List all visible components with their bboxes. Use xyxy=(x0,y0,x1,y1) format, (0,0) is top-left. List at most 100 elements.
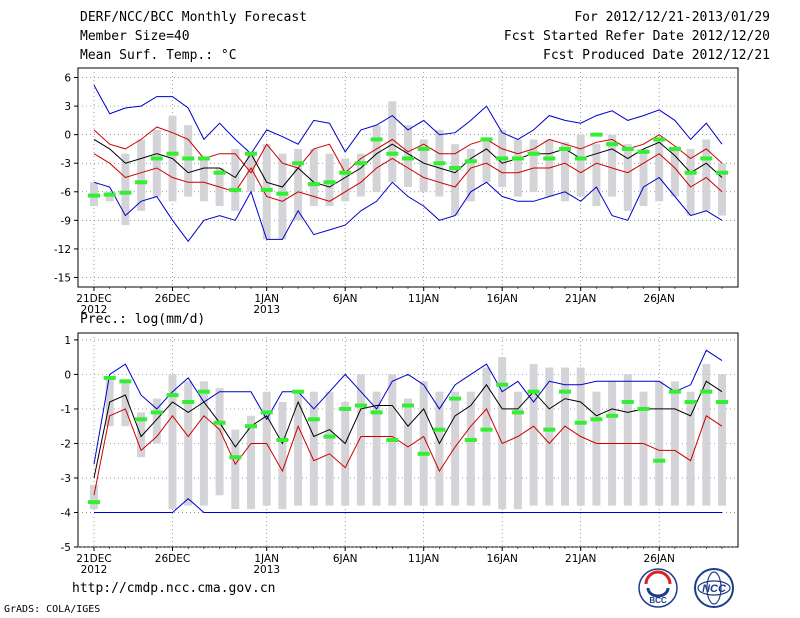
panel1-median-marker xyxy=(292,161,305,166)
bcc-logo-icon: BCC xyxy=(638,568,678,608)
panel1-median-marker xyxy=(637,149,650,154)
panel1-median-marker xyxy=(590,132,603,137)
panel1-box xyxy=(404,125,412,188)
panel2-median-marker xyxy=(245,424,257,429)
panel1-xtick-label: 26JAN xyxy=(644,293,675,305)
panel1-median-marker xyxy=(135,180,148,185)
panel1-box xyxy=(702,139,711,211)
panel2-box xyxy=(545,367,554,506)
panel2-box xyxy=(90,484,98,510)
panel2-median-marker xyxy=(119,379,132,384)
panel1-box xyxy=(639,148,648,207)
panel2-median-marker xyxy=(150,410,163,415)
panel1-median-marker xyxy=(323,180,336,185)
panel2-median-marker xyxy=(292,389,305,394)
panel2-median-marker xyxy=(496,382,509,387)
panel2-box xyxy=(262,391,271,506)
panel2-xtick-label: 1JAN xyxy=(254,553,279,565)
panel2-box xyxy=(655,381,664,506)
panel2-xtick-label: 26DEC xyxy=(155,553,190,565)
panel1-box xyxy=(576,134,585,197)
ncc-logo-text: NCC xyxy=(702,583,727,595)
panel2-box xyxy=(702,364,711,506)
panel2-ytick-label: -3 xyxy=(61,473,71,485)
panel1-box xyxy=(623,144,632,211)
panel1-box xyxy=(482,139,491,183)
panel2-xtick-label: 11JAN xyxy=(408,553,439,565)
grads-credit: GrADS: COLA/IGES xyxy=(4,604,101,615)
panel2-median-marker xyxy=(417,451,430,456)
panel2-median-marker xyxy=(574,420,587,425)
panel2-median-marker xyxy=(88,500,100,505)
panel1-box xyxy=(278,153,287,240)
logos: BCC NCC xyxy=(638,568,734,608)
panel2-median-marker xyxy=(213,420,226,425)
panel1-box xyxy=(184,125,193,197)
panel2-box xyxy=(137,412,146,458)
panel1-median-marker xyxy=(103,192,116,197)
panel1-ytick-label: -12 xyxy=(54,244,71,256)
panel2-median-marker xyxy=(464,438,477,442)
panel2-median-marker xyxy=(621,400,634,405)
panel2-box xyxy=(199,381,208,506)
panel2-box xyxy=(309,391,318,506)
panel1-ytick-label: -9 xyxy=(61,215,71,227)
panel2-xtick-label: 21JAN xyxy=(565,553,596,565)
panel1-median-marker xyxy=(402,156,414,161)
panel1-median-marker xyxy=(527,151,540,156)
panel1-xtick-sublabel: 2012 xyxy=(81,304,108,316)
panel1-box xyxy=(152,129,161,197)
bcc-logo-text: BCC xyxy=(649,596,667,605)
panel1-median-marker xyxy=(229,187,242,192)
panel2-box xyxy=(215,388,224,496)
panel1-median-marker xyxy=(574,156,587,161)
panel2-box xyxy=(247,415,255,510)
panel1-box xyxy=(529,139,538,192)
panel2-median-marker xyxy=(511,410,524,415)
panel1-median-marker xyxy=(370,137,383,142)
panel2-box xyxy=(294,391,303,506)
panel2-line-min xyxy=(94,498,722,513)
panel1-median-marker xyxy=(449,165,462,170)
panel2-median-marker xyxy=(135,417,148,422)
panel1-median-marker xyxy=(496,156,509,161)
panel1-median-marker xyxy=(354,161,367,166)
panel2-box xyxy=(231,429,240,510)
panel1-median-marker xyxy=(621,146,634,151)
panel1-line-min xyxy=(93,176,723,243)
panel2-median-marker xyxy=(700,389,713,394)
panel1-xtick-label: 11JAN xyxy=(408,293,439,305)
panel2-median-marker xyxy=(197,389,210,394)
panel1-median-marker xyxy=(213,170,226,175)
panel2-box xyxy=(670,381,679,506)
panel2-median-marker xyxy=(449,396,462,401)
panel1-xtick-label: 21JAN xyxy=(565,293,596,305)
panel1-box xyxy=(231,148,240,211)
panel2-median-marker xyxy=(339,406,352,411)
panel2-xtick-label: 16JAN xyxy=(487,553,518,565)
panel1-median-marker xyxy=(182,156,195,161)
panel2-median-marker xyxy=(260,410,273,415)
panel2-box xyxy=(529,364,538,506)
panel2-median-marker xyxy=(182,400,195,405)
panel1-line-max xyxy=(93,84,723,155)
panel2-median-marker xyxy=(653,458,666,463)
panel1-box xyxy=(199,158,208,202)
panel1-box xyxy=(466,148,475,202)
footer-url[interactable]: http://cmdp.ncc.cma.gov.cn xyxy=(72,581,276,596)
panel2-xtick-sublabel: 2013 xyxy=(253,564,280,576)
panel2-median-marker xyxy=(668,389,681,394)
forecast-period: For 2012/12/21-2013/01/29 xyxy=(574,10,770,25)
panel2-box xyxy=(184,381,193,506)
panel2-xtick-label: 6JAN xyxy=(333,553,358,565)
panel2-box xyxy=(592,391,601,506)
panel1-median-marker xyxy=(417,146,430,151)
panel1-median-marker xyxy=(433,161,446,166)
panel1-box xyxy=(388,101,397,183)
panel1-median-marker xyxy=(653,137,666,142)
panel1-median-marker xyxy=(700,156,713,161)
panel2-median-marker xyxy=(606,413,619,418)
refer-date: Fcst Started Refer Date 2012/12/20 xyxy=(503,29,770,44)
panel1-box xyxy=(294,148,303,221)
